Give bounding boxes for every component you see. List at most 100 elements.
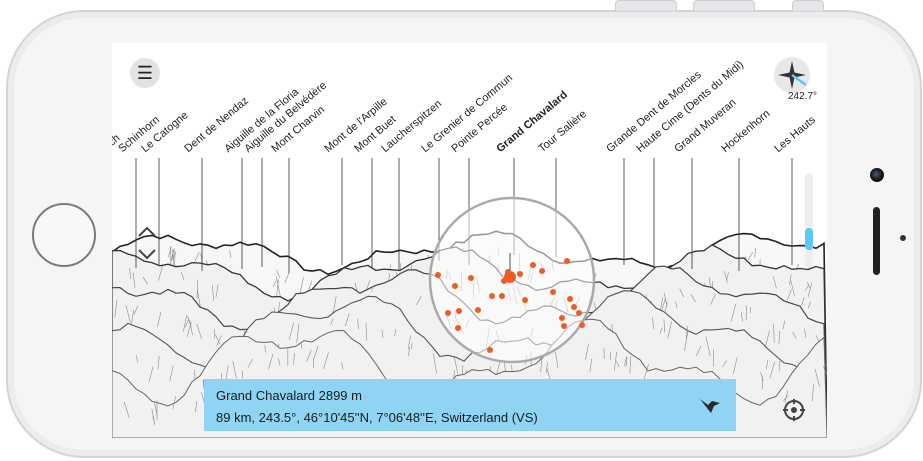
peak-marker xyxy=(499,293,505,299)
terrain-hatch xyxy=(130,309,134,327)
terrain-hatch xyxy=(394,328,396,336)
terrain-hatch xyxy=(330,318,334,325)
terrain-hatch xyxy=(747,251,754,261)
terrain-hatch xyxy=(705,336,711,357)
terrain-hatch xyxy=(154,402,158,417)
terrain-hatch xyxy=(782,320,786,330)
peak-marker xyxy=(468,275,474,281)
terrain-hatch xyxy=(724,271,728,284)
terrain-hatch xyxy=(754,248,756,258)
terrain-hatch xyxy=(157,355,160,370)
terrain-hatch xyxy=(276,279,279,298)
terrain-hatch xyxy=(433,353,437,374)
menu-button[interactable]: ☰ xyxy=(130,58,160,88)
terrain-hatch xyxy=(614,351,617,371)
zoom-arrows-icon[interactable] xyxy=(136,223,158,263)
terrain-hatch xyxy=(616,360,620,368)
terrain-hatch xyxy=(180,271,185,281)
terrain-hatch xyxy=(371,285,373,292)
terrain-hatch xyxy=(169,365,174,382)
terrain-hatch xyxy=(792,331,797,339)
terrain-hatch xyxy=(114,299,118,317)
terrain-hatch xyxy=(215,284,219,298)
peak-marker xyxy=(456,308,462,314)
terrain-hatch xyxy=(555,351,559,368)
terrain-hatch xyxy=(807,301,811,309)
terrain-hatch xyxy=(288,322,294,340)
terrain-hatch xyxy=(710,293,716,305)
peak-marker xyxy=(564,258,570,264)
selected-peak-info-bar[interactable]: Grand Chavalard 2899 m 89 km, 243.5°, 46… xyxy=(204,379,736,431)
terrain-hatch xyxy=(293,353,295,365)
peak-marker xyxy=(571,304,577,310)
terrain-hatch xyxy=(812,383,814,402)
terrain-hatch xyxy=(278,358,281,366)
peak-marker xyxy=(517,271,523,277)
terrain-hatch xyxy=(787,289,792,301)
terrain-hatch xyxy=(323,352,329,370)
terrain-hatch xyxy=(652,317,655,330)
peak-marker xyxy=(576,310,582,316)
terrain-hatch xyxy=(186,322,192,338)
peak-marker xyxy=(487,347,493,353)
phone-volume-button xyxy=(693,0,755,11)
terrain-hatch xyxy=(247,358,254,368)
terrain-hatch xyxy=(264,344,266,353)
terrain-hatch xyxy=(760,371,764,382)
zoom-slider-thumb[interactable] xyxy=(805,228,813,250)
terrain-hatch xyxy=(659,327,663,334)
app-screen: urch Schinhorn Le Catogne Dent de Nendaz Aig… xyxy=(112,43,827,438)
terrain-hatch xyxy=(416,296,422,306)
terrain-hatch xyxy=(148,366,154,382)
terrain-hatch xyxy=(169,249,174,266)
terrain-hatch xyxy=(765,330,770,347)
terrain-hatch xyxy=(783,395,788,402)
terrain-hatch xyxy=(663,319,666,333)
locate-icon[interactable] xyxy=(783,399,805,421)
earpiece-speaker xyxy=(873,207,880,275)
terrain-hatch xyxy=(381,329,384,338)
terrain-hatch xyxy=(643,364,649,379)
peak-marker xyxy=(475,307,481,313)
bird-icon[interactable] xyxy=(698,395,722,415)
compass-icon[interactable] xyxy=(772,55,812,95)
terrain-hatch xyxy=(284,272,290,284)
terrain-hatch xyxy=(152,416,155,424)
terrain-hatch xyxy=(229,250,232,258)
terrain-hatch xyxy=(823,366,827,376)
terrain-hatch xyxy=(778,360,781,372)
terrain-hatch xyxy=(196,323,202,340)
terrain-hatch xyxy=(801,297,805,306)
peak-marker xyxy=(559,315,565,321)
terrain-hatch xyxy=(503,361,506,373)
terrain-hatch xyxy=(769,361,775,379)
terrain-hatch xyxy=(726,272,729,281)
peak-marker xyxy=(567,296,573,302)
terrain-hatch xyxy=(276,276,281,296)
terrain-hatch xyxy=(679,288,685,298)
terrain-hatch xyxy=(696,345,702,357)
zoom-slider-track[interactable] xyxy=(805,173,813,268)
terrain-hatch xyxy=(184,318,190,328)
terrain-hatch xyxy=(407,335,411,349)
terrain-hatch xyxy=(354,283,358,292)
terrain-hatch xyxy=(197,290,201,308)
terrain-hatch xyxy=(667,321,672,339)
peak-marker xyxy=(550,289,556,295)
terrain-hatch xyxy=(157,312,162,327)
selected-peak-title: Grand Chavalard 2899 m xyxy=(216,388,362,403)
terrain-hatch xyxy=(136,355,138,363)
selected-peak-marker xyxy=(504,271,516,283)
phone-power-button xyxy=(792,0,824,11)
terrain-hatch xyxy=(496,360,501,376)
peak-marker xyxy=(435,272,441,278)
hamburger-menu-icon: ☰ xyxy=(136,62,154,83)
terrain-hatch xyxy=(133,305,139,315)
terrain-hatch xyxy=(187,316,191,326)
home-button[interactable] xyxy=(32,203,96,267)
proximity-sensor xyxy=(900,235,906,241)
terrain-hatch xyxy=(172,396,176,410)
terrain-hatch xyxy=(629,356,632,374)
terrain-hatch xyxy=(215,334,221,345)
terrain-hatch xyxy=(216,335,222,347)
